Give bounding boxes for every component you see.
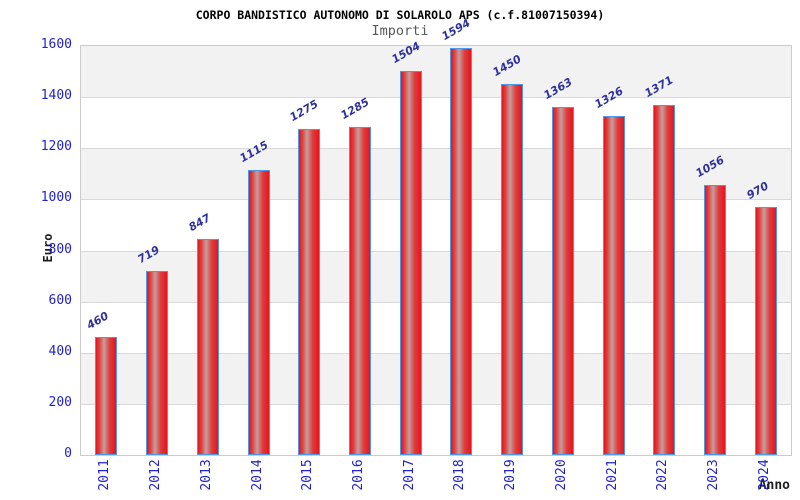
bar-2013 [196,238,219,455]
x-tick-label: 2019 [503,459,519,491]
gridline [81,250,791,252]
gridline [81,301,791,303]
plot-band [81,352,791,404]
gridline [81,199,791,201]
y-tick-label: 0 [64,446,72,461]
plot-band [81,301,791,353]
x-tick-label: 2022 [655,459,671,491]
x-tick-label: 2017 [401,459,417,491]
plot-band [81,97,791,149]
bar-2016 [348,126,371,455]
bar-2023 [703,185,726,455]
x-tick-label: 2015 [300,459,316,491]
bar-2017 [399,70,422,455]
y-tick-label: 1000 [40,190,72,206]
chart-subtitle: Importi [371,23,429,39]
x-tick-label: 2018 [452,459,468,491]
gridline [81,403,791,405]
gridline [81,97,791,99]
bar-2019 [501,84,524,455]
bar-2020 [551,106,574,455]
y-tick-label: 1400 [40,88,72,104]
plot-area: 460 719 847 1115 1275 1285 1504 1594 1450 1363 132… [80,16,792,456]
y-tick-label: 200 [48,394,72,410]
bar-2012 [146,271,169,455]
x-tick-label: 2021 [604,459,620,491]
bar-2015 [298,129,321,455]
bar-2014 [247,169,270,455]
plot-band [81,403,791,455]
y-tick-label: 800 [48,241,72,257]
x-tick-label: 2011 [97,459,113,491]
plot-band [81,250,791,302]
bar-2021 [602,116,625,455]
chart-title: CORPO BANDISTICO AUTONOMO DI SOLAROLO AP… [195,8,605,22]
x-tick-label: 2013 [198,459,214,491]
x-axis-title: Anno [758,478,790,493]
x-tick-label: 2012 [148,459,164,491]
gridline [81,148,791,150]
x-tick-label: 2014 [249,459,265,491]
bar-2018 [450,47,473,455]
x-tick-label: 2020 [553,459,569,491]
x-tick-label: 2024 [756,459,772,491]
y-tick-label: 1600 [40,37,72,52]
bar-2024 [754,207,777,455]
x-tick-label: 2023 [705,459,721,491]
y-tick-label: 1200 [40,139,72,155]
y-tick-label: 600 [48,292,72,308]
plot-band [81,148,791,200]
x-tick-label: 2016 [350,459,366,491]
gridline [81,352,791,354]
bar-2022 [653,104,676,455]
bar-2011 [95,337,118,455]
y-tick-label: 400 [48,343,72,359]
plot-band [81,46,791,98]
